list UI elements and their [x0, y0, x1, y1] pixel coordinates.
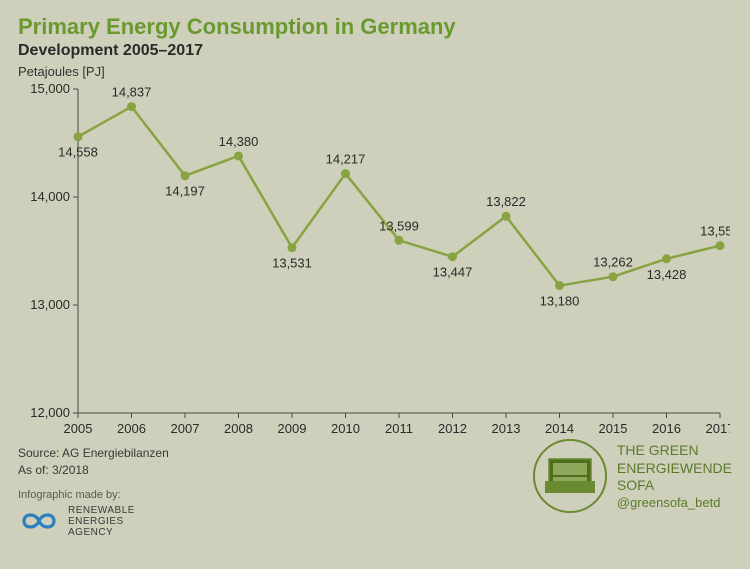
- footer: Source: AG Energiebilanzen As of: 3/2018…: [18, 445, 732, 555]
- x-tick-label: 2011: [385, 421, 413, 436]
- data-point-label: 14,217: [326, 152, 366, 167]
- data-point-label: 13,180: [540, 294, 580, 309]
- y-tick-label: 14,000: [30, 189, 70, 204]
- data-point-label: 13,531: [272, 256, 312, 271]
- x-tick-label: 2014: [545, 421, 574, 436]
- data-point: [448, 252, 457, 261]
- agency-line-2: ENERGIES: [68, 516, 135, 527]
- data-point-label: 13,599: [379, 218, 419, 233]
- data-point-label: 13,262: [593, 255, 633, 270]
- x-tick-label: 2015: [599, 421, 628, 436]
- badge-line-1: THE GREEN: [617, 442, 732, 460]
- x-tick-label: 2012: [438, 421, 467, 436]
- chart-area: 12,000 13,000 14,000 15,000 2005 2006 2007 2008…: [18, 81, 730, 441]
- data-point-label: 13,822: [486, 194, 526, 209]
- data-point-label: 13,550: [700, 224, 730, 239]
- data-point: [609, 272, 618, 281]
- data-point: [127, 102, 136, 111]
- data-point: [555, 281, 564, 290]
- data-point-label: 13,447: [433, 265, 473, 280]
- y-tick-label: 13,000: [30, 297, 70, 312]
- badge-line-3: SOFA: [617, 477, 732, 495]
- page-root: Primary Energy Consumption in Germany De…: [0, 0, 750, 569]
- data-point: [74, 132, 83, 141]
- chart-title: Primary Energy Consumption in Germany: [18, 14, 732, 40]
- data-point: [288, 243, 297, 252]
- y-tick-label: 12,000: [30, 405, 70, 420]
- x-tick-label: 2005: [64, 421, 93, 436]
- data-point: [395, 236, 404, 245]
- y-axis-unit-label: Petajoules [PJ]: [18, 64, 732, 79]
- badge-line-2: ENERGIEWENDE: [617, 460, 732, 478]
- x-tick-label: 2008: [224, 421, 253, 436]
- y-tick-label: 15,000: [30, 81, 70, 96]
- data-point-label: 14,197: [165, 184, 205, 199]
- x-tick-label: 2007: [171, 421, 200, 436]
- data-point: [234, 151, 243, 160]
- x-tick-label: 2006: [117, 421, 146, 436]
- line-chart: 12,000 13,000 14,000 15,000 2005 2006 2007 2008…: [18, 81, 730, 441]
- x-tick-label: 2016: [652, 421, 681, 436]
- sofa-badge: THE GREEN ENERGIEWENDE SOFA @greensofa_b…: [533, 439, 732, 513]
- agency-name: RENEWABLE ENERGIES AGENCY: [68, 505, 135, 538]
- x-tick-label: 2010: [331, 421, 360, 436]
- x-tick-label: 2013: [492, 421, 521, 436]
- agency-line-3: AGENCY: [68, 527, 135, 538]
- data-point: [502, 212, 511, 221]
- data-point: [181, 171, 190, 180]
- x-tick-label: 2017: [706, 421, 730, 436]
- infinity-icon: [18, 507, 60, 535]
- data-point-label: 14,380: [219, 134, 259, 149]
- chart-subtitle: Development 2005–2017: [18, 42, 732, 60]
- data-point: [662, 254, 671, 263]
- data-point: [716, 241, 725, 250]
- data-point: [341, 169, 350, 178]
- data-point-label: 14,837: [112, 85, 152, 100]
- agency-line-1: RENEWABLE: [68, 505, 135, 516]
- data-point-label: 14,558: [58, 145, 98, 160]
- sofa-icon: [533, 439, 607, 513]
- x-tick-label: 2009: [278, 421, 307, 436]
- badge-handle: @greensofa_betd: [617, 495, 732, 510]
- data-point-label: 13,428: [647, 267, 687, 282]
